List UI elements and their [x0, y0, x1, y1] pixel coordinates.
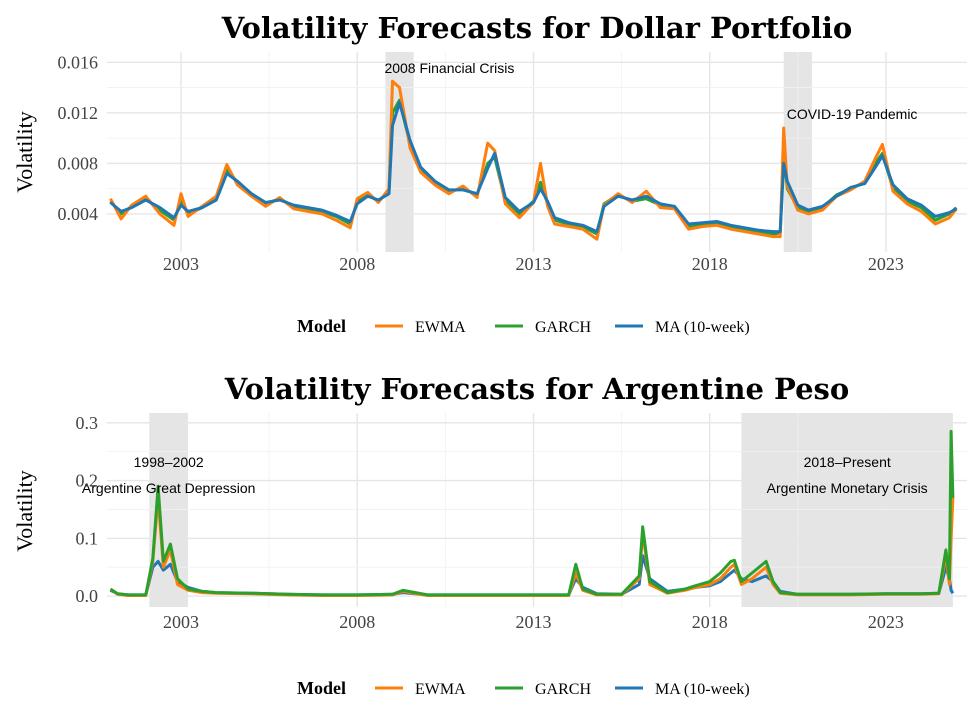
annotations-peso: 1998–2002 Argentine Great Depression 2018–… — [82, 454, 928, 496]
chart-title-peso: Volatility Forecasts for Argentine Peso — [224, 372, 849, 406]
annotation-label: 2008 Financial Crisis — [384, 60, 514, 76]
y-tick-label: 0.0 — [76, 586, 99, 606]
legend-title: Model — [297, 678, 346, 698]
chart-title-dollar: Volatility Forecasts for Dollar Portfoli… — [221, 11, 853, 45]
y-tick-labels-dollar: 0.004 0.008 0.012 0.016 — [58, 52, 99, 224]
x-tick-label: 2013 — [515, 254, 551, 274]
annotation-label: 1998–2002 — [134, 454, 204, 470]
annotation-label: 2018–Present — [804, 454, 891, 470]
annotations-dollar: 2008 Financial Crisis COVID-19 Pandemic — [384, 60, 917, 122]
x-tick-label: 2003 — [163, 612, 199, 632]
annotation-label: Argentine Great Depression — [82, 480, 256, 496]
legend-title: Model — [297, 316, 346, 336]
series-line-ma-10-week — [109, 101, 958, 234]
x-tick-label: 2018 — [692, 254, 728, 274]
x-tick-labels-dollar: 2003 2008 2013 2018 2023 — [163, 254, 904, 274]
y-tick-label: 0.1 — [76, 528, 99, 548]
y-tick-label: 0.2 — [76, 471, 99, 491]
y-tick-label: 0.3 — [76, 413, 99, 433]
y-tick-label: 0.012 — [58, 103, 99, 123]
y-tick-label: 0.008 — [58, 153, 99, 173]
annotation-label: COVID-19 Pandemic — [787, 106, 918, 122]
x-tick-label: 2023 — [868, 254, 904, 274]
legend-peso: Model EWMA GARCH MA (10-week) — [297, 678, 750, 698]
series-line-garch — [109, 429, 955, 597]
annotation-label: Argentine Monetary Crisis — [767, 480, 928, 496]
y-tick-labels-peso: 0.0 0.1 0.2 0.3 — [76, 413, 99, 606]
shaded-regions-peso — [149, 413, 953, 607]
legend-label-garch: GARCH — [535, 319, 591, 336]
shaded-region-2 — [741, 413, 953, 607]
gridlines-dollar — [107, 52, 967, 252]
series-lines-dollar — [109, 79, 958, 241]
y-axis-label-peso: Volatility — [12, 470, 37, 552]
legend-label-ma-10-week: MA (10-week) — [655, 681, 750, 698]
x-tick-label: 2023 — [868, 612, 904, 632]
chart-dollar-portfolio: Volatility Forecasts for Dollar Portfoli… — [12, 11, 967, 336]
legend-dollar: Model EWMA GARCH MA (10-week) — [297, 316, 750, 336]
legend-label-ewma: EWMA — [415, 319, 466, 336]
chart-argentine-peso: Volatility Forecasts for Argentine Peso … — [12, 372, 967, 698]
y-tick-label: 0.004 — [58, 204, 99, 224]
x-tick-label: 2008 — [339, 254, 375, 274]
x-tick-label: 2018 — [692, 612, 728, 632]
y-axis-label-dollar: Volatility — [12, 111, 37, 193]
legend-label-garch: GARCH — [535, 681, 591, 698]
legend-label-ma-10-week: MA (10-week) — [655, 319, 750, 336]
x-tick-labels-peso: 2003 2008 2013 2018 2023 — [163, 612, 904, 632]
x-tick-label: 2003 — [163, 254, 199, 274]
x-tick-label: 2008 — [339, 612, 375, 632]
series-lines-peso — [109, 429, 955, 597]
legend-label-ewma: EWMA — [415, 681, 466, 698]
y-tick-label: 0.016 — [58, 52, 99, 72]
x-tick-label: 2013 — [515, 612, 551, 632]
